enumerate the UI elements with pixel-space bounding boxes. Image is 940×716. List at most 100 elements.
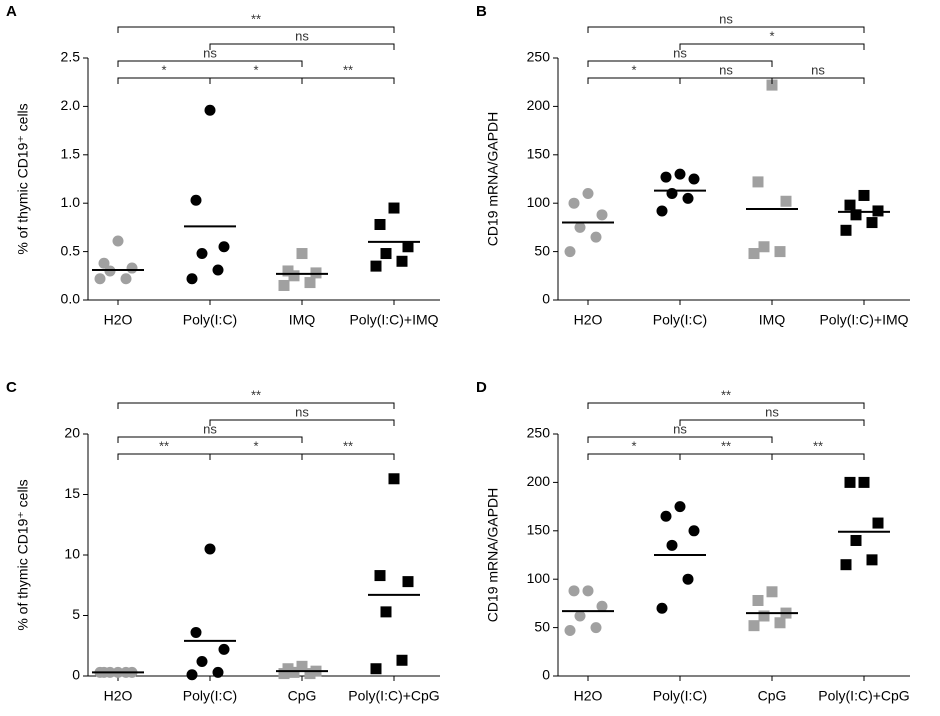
significance-label: ** bbox=[251, 387, 261, 402]
panel-label: D bbox=[476, 379, 487, 396]
significance-bracket bbox=[679, 419, 865, 426]
data-point bbox=[186, 273, 198, 285]
data-point bbox=[218, 241, 230, 253]
data-point bbox=[758, 610, 770, 622]
data-point bbox=[190, 626, 202, 638]
data-point bbox=[574, 221, 586, 233]
y-tick-label: 5 bbox=[72, 606, 80, 622]
data-point bbox=[766, 586, 778, 598]
significance-label: * bbox=[631, 62, 636, 77]
y-tick-label: 20 bbox=[64, 425, 80, 441]
significance-bracket bbox=[679, 453, 773, 460]
y-tick-label: 0.0 bbox=[61, 291, 81, 307]
data-point bbox=[656, 205, 668, 217]
y-tick-label: 1.5 bbox=[61, 146, 81, 162]
panel-label: C bbox=[6, 379, 17, 396]
data-point bbox=[296, 248, 308, 260]
data-point bbox=[850, 534, 862, 546]
significance-label: * bbox=[253, 62, 258, 77]
significance-label: ** bbox=[721, 438, 731, 453]
data-point bbox=[774, 617, 786, 629]
x-tick-label: IMQ bbox=[759, 312, 786, 328]
significance-bracket bbox=[301, 453, 395, 460]
data-point bbox=[590, 622, 602, 634]
significance-label: * bbox=[769, 28, 774, 43]
y-axis-label: % of thymic CD19⁺ cells bbox=[15, 103, 31, 254]
significance-bracket bbox=[301, 77, 395, 84]
data-point bbox=[288, 270, 300, 282]
significance-bracket bbox=[587, 77, 681, 84]
significance-bracket bbox=[209, 77, 303, 84]
data-point bbox=[682, 192, 694, 204]
significance-bracket bbox=[771, 453, 865, 460]
data-point bbox=[282, 265, 294, 277]
y-tick-label: 2.5 bbox=[61, 49, 81, 65]
significance-bracket bbox=[679, 77, 773, 84]
y-tick-label: 150 bbox=[527, 522, 551, 538]
y-tick-label: 0 bbox=[542, 667, 550, 683]
significance-label: ns bbox=[673, 45, 687, 60]
y-tick-label: 250 bbox=[527, 425, 551, 441]
data-point bbox=[850, 209, 862, 221]
data-point bbox=[582, 585, 594, 597]
data-point bbox=[674, 501, 686, 513]
significance-bracket bbox=[117, 26, 395, 33]
x-tick-label: H2O bbox=[104, 688, 133, 704]
x-tick-label: CpG bbox=[288, 688, 317, 704]
data-point bbox=[656, 602, 668, 614]
data-point bbox=[758, 241, 770, 253]
data-point bbox=[218, 643, 230, 655]
data-point bbox=[190, 194, 202, 206]
significance-label: ns bbox=[673, 421, 687, 436]
data-point bbox=[204, 543, 216, 555]
data-point bbox=[780, 195, 792, 207]
y-tick-label: 50 bbox=[534, 242, 550, 258]
significance-label: ** bbox=[251, 11, 261, 26]
data-point bbox=[388, 202, 400, 214]
significance-bracket bbox=[117, 453, 211, 460]
data-point bbox=[564, 625, 576, 637]
data-point bbox=[858, 189, 870, 201]
significance-label: ** bbox=[813, 438, 823, 453]
data-point bbox=[666, 539, 678, 551]
data-point bbox=[568, 197, 580, 209]
data-point bbox=[660, 171, 672, 183]
data-point bbox=[396, 255, 408, 267]
significance-label: ns bbox=[203, 421, 217, 436]
data-point bbox=[296, 660, 308, 672]
x-tick-label: Poly(I:C)+IMQ bbox=[349, 312, 438, 328]
data-point bbox=[380, 606, 392, 618]
y-tick-label: 200 bbox=[527, 473, 551, 489]
data-point bbox=[660, 510, 672, 522]
x-tick-label: IMQ bbox=[289, 312, 316, 328]
data-point bbox=[866, 554, 878, 566]
y-tick-label: 0.5 bbox=[61, 242, 81, 258]
x-tick-label: H2O bbox=[574, 688, 603, 704]
data-point bbox=[196, 248, 208, 260]
data-point bbox=[288, 666, 300, 678]
significance-label: ** bbox=[343, 438, 353, 453]
significance-bracket bbox=[679, 43, 865, 50]
data-point bbox=[682, 573, 694, 585]
data-point bbox=[304, 668, 316, 680]
significance-label: ** bbox=[343, 62, 353, 77]
significance-label: ns bbox=[295, 404, 309, 419]
significance-label: ** bbox=[159, 438, 169, 453]
data-point bbox=[374, 218, 386, 230]
data-point bbox=[370, 260, 382, 272]
x-tick-label: Poly(I:C) bbox=[183, 312, 237, 328]
data-point bbox=[752, 594, 764, 606]
data-point bbox=[688, 525, 700, 537]
data-point bbox=[564, 246, 576, 258]
significance-bracket bbox=[587, 402, 865, 409]
significance-label: * bbox=[253, 438, 258, 453]
data-point bbox=[212, 264, 224, 276]
data-point bbox=[844, 476, 856, 488]
data-point bbox=[844, 199, 856, 211]
data-point bbox=[590, 231, 602, 243]
y-axis-label: % of thymic CD19⁺ cells bbox=[15, 479, 31, 630]
significance-bracket bbox=[117, 60, 303, 67]
data-point bbox=[374, 570, 386, 582]
significance-bracket bbox=[117, 402, 395, 409]
x-tick-label: Poly(I:C) bbox=[653, 688, 707, 704]
